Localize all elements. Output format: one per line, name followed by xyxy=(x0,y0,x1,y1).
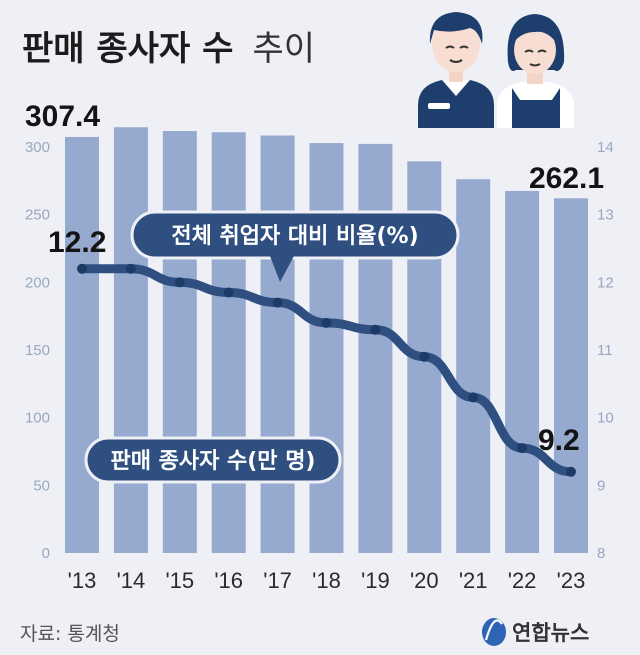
line-point xyxy=(370,324,381,335)
right-tick-label: 14 xyxy=(597,139,614,156)
x-tick-label: '19 xyxy=(361,568,390,593)
bar xyxy=(505,190,540,553)
x-tick-label: '23 xyxy=(557,568,586,593)
right-tick-label: 12 xyxy=(597,274,614,291)
title-bold: 판매 종사자 수 xyxy=(22,29,233,69)
logo-text: 연합뉴스 xyxy=(512,621,589,645)
line-point xyxy=(174,277,185,288)
first-point-label: 12.2 xyxy=(48,226,106,259)
left-tick-label: 200 xyxy=(25,274,50,291)
x-tick-label: '13 xyxy=(68,568,97,593)
x-tick-label: '14 xyxy=(117,568,146,593)
x-tick-label: '20 xyxy=(410,568,439,593)
bar-callout: 판매 종사자 수(만 명) xyxy=(84,436,342,484)
right-tick-label: 9 xyxy=(597,477,605,494)
line-callout-text: 전체 취업자 대비 비율(%) xyxy=(171,224,418,249)
bar xyxy=(162,131,197,553)
line-point xyxy=(125,263,136,274)
bar xyxy=(211,132,246,554)
bar xyxy=(554,198,588,554)
ratio-line xyxy=(77,264,576,477)
bar xyxy=(260,135,295,553)
line-point xyxy=(566,466,576,477)
last-bar-label: 262.1 xyxy=(529,162,604,195)
left-tick-label: 50 xyxy=(33,477,50,494)
last-point-label: 9.2 xyxy=(538,424,580,457)
right-tick-label: 13 xyxy=(597,207,614,224)
line-point xyxy=(77,263,87,274)
x-tick-label: '15 xyxy=(165,568,194,593)
line-point xyxy=(272,297,283,308)
yonhap-logo: 연합뉴스 xyxy=(482,618,589,646)
line-point xyxy=(517,443,528,454)
sales-staff-illustration xyxy=(418,12,574,128)
line-series xyxy=(77,263,576,477)
x-tick-label: '22 xyxy=(508,568,537,593)
left-tick-label: 300 xyxy=(25,139,50,156)
left-y-axis: 0 50 100 150 200 250 300 xyxy=(25,139,50,562)
globe-icon xyxy=(482,618,506,646)
bar xyxy=(309,143,344,554)
right-y-axis: 8 9 10 11 12 13 14 xyxy=(597,139,614,562)
left-tick-label: 100 xyxy=(25,410,50,427)
left-tick-label: 250 xyxy=(25,207,50,224)
x-tick-label: '18 xyxy=(312,568,341,593)
bar xyxy=(113,127,148,553)
bar-callout-text: 판매 종사자 수(만 명) xyxy=(110,449,315,474)
female-staff-icon xyxy=(497,14,574,128)
right-tick-label: 10 xyxy=(597,410,614,427)
right-tick-label: 11 xyxy=(597,342,613,359)
x-tick-label: '16 xyxy=(214,568,243,593)
bar xyxy=(456,179,491,553)
line-point xyxy=(419,351,430,362)
title-light: 추이 xyxy=(252,29,315,69)
bar xyxy=(358,143,393,553)
male-staff-icon xyxy=(418,12,494,128)
source-text: 자료: 통계청 xyxy=(20,623,120,645)
x-tick-label: '17 xyxy=(263,568,292,593)
left-tick-label: 150 xyxy=(25,342,50,359)
first-bar-label: 307.4 xyxy=(25,100,100,133)
chart-title: 판매 종사자 수 추이 xyxy=(22,29,315,69)
left-tick-label: 0 xyxy=(42,545,50,562)
line-callout: 전체 취업자 대비 비율(%) xyxy=(130,210,460,282)
x-tick-label: '21 xyxy=(459,568,488,593)
line-point xyxy=(223,287,234,298)
line-point xyxy=(321,317,332,328)
bar xyxy=(65,136,99,553)
line-point xyxy=(468,392,479,403)
bar-series xyxy=(65,127,588,554)
x-axis: '13 '14 '15 '16 '17 '18 '19 '20 '21 '22 '23 xyxy=(68,568,586,593)
right-tick-label: 8 xyxy=(597,545,605,562)
